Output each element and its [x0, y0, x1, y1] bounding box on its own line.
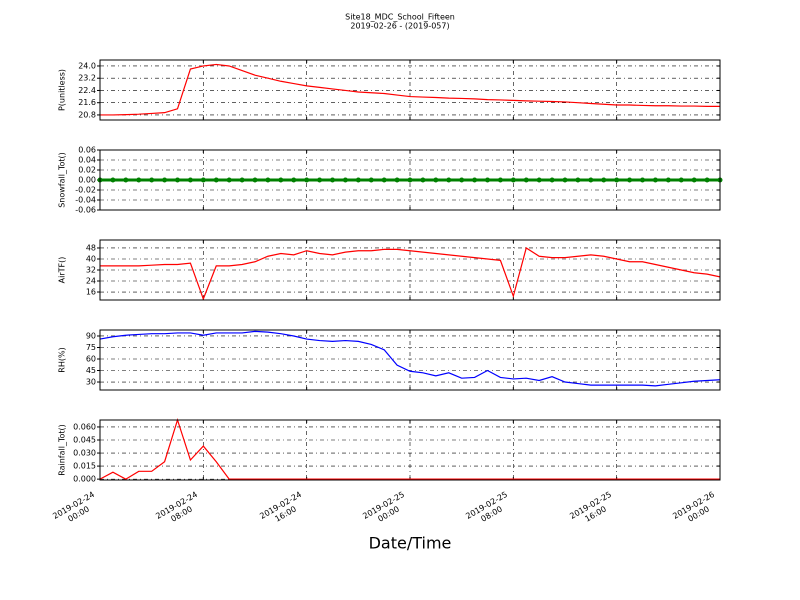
y-tick-label: 0.000 [73, 475, 96, 484]
data-point [640, 177, 645, 183]
data-point [536, 177, 542, 183]
data-point [665, 177, 671, 183]
data-point [601, 177, 607, 183]
plot-frame [99, 149, 721, 211]
y-axis-label: Rainfall_Tot() [58, 424, 67, 476]
data-point [317, 177, 323, 183]
data-line [100, 247, 721, 301]
data-point [407, 177, 413, 183]
data-point [433, 177, 439, 183]
y-axis-label: P(unitless) [58, 69, 67, 111]
data-point [162, 177, 168, 183]
plot-frame [99, 239, 721, 301]
data-line [99, 330, 721, 387]
data-point [136, 177, 142, 183]
y-tick-label: 30 [86, 378, 96, 387]
y-tick-label: 32 [86, 266, 96, 275]
y-tick-label: 75 [86, 343, 96, 352]
data-point [459, 177, 465, 183]
y-tick-label: 0.045 [73, 436, 96, 445]
plot-frame [99, 419, 721, 481]
y-tick-label: 0.060 [73, 422, 96, 431]
data-point [562, 177, 568, 183]
y-tick-label: 60 [86, 355, 96, 364]
data-point [549, 177, 555, 183]
data-point [704, 177, 710, 183]
y-tick-label: 16 [86, 288, 96, 297]
data-point [265, 177, 271, 183]
chart-title: Site18_MDC_School_Fifteen [345, 13, 455, 22]
y-tick-label: 0.015 [73, 462, 96, 471]
y-tick-label: 23.2 [78, 74, 96, 83]
data-point [627, 177, 633, 183]
y-tick-label: 0.030 [73, 449, 96, 458]
y-tick-label: 20.8 [78, 110, 96, 119]
x-axis-label: Date/Time [369, 534, 452, 553]
data-point [239, 177, 245, 183]
y-tick-label: -0.06 [75, 206, 96, 215]
data-point [110, 177, 116, 183]
data-point [497, 177, 503, 183]
y-tick-label: 24.0 [78, 61, 96, 70]
data-line [99, 418, 720, 480]
y-tick-label: 45 [86, 366, 96, 375]
data-point [588, 177, 594, 183]
data-point [446, 177, 452, 183]
data-point [614, 177, 620, 183]
data-point [355, 177, 361, 183]
plot-frame [99, 59, 721, 121]
y-tick-label: 22.4 [78, 86, 96, 95]
y-tick-label: 40 [86, 254, 96, 263]
y-axis-label: Snowfall_Tot() [58, 152, 67, 208]
data-point [575, 177, 581, 183]
data-point [226, 177, 232, 183]
y-tick-label: 0.02 [78, 166, 96, 175]
data-point [678, 177, 684, 183]
data-point [652, 177, 658, 183]
data-point [691, 177, 697, 183]
y-tick-label: 90 [86, 331, 96, 340]
plot-frame [99, 329, 721, 391]
data-point [368, 177, 374, 183]
y-tick-label: -0.02 [75, 186, 96, 195]
data-point [330, 177, 335, 183]
data-point [472, 177, 478, 183]
data-line [100, 63, 720, 116]
data-point [485, 177, 490, 183]
data-point [200, 177, 206, 183]
y-tick-label: 0.04 [78, 156, 96, 165]
data-point [175, 177, 180, 183]
data-point [394, 177, 400, 183]
chart-subtitle: 2019-02-26 - (2019-057) [350, 22, 449, 31]
data-point [342, 177, 348, 183]
y-tick-label: 48 [86, 243, 96, 252]
y-axis-label: RH(%) [58, 347, 67, 372]
y-tick-label: 24 [86, 277, 96, 286]
y-tick-label: 0.06 [78, 146, 96, 155]
data-point [420, 177, 426, 183]
data-point [381, 177, 387, 183]
data-point [149, 177, 155, 183]
data-point [278, 177, 284, 183]
y-tick-label: 21.6 [78, 98, 96, 107]
data-point [304, 177, 310, 183]
data-point [510, 177, 516, 183]
data-point [213, 177, 219, 183]
data-point [187, 177, 193, 183]
y-tick-label: 0.00 [78, 176, 96, 185]
data-point [252, 177, 258, 183]
y-tick-label: -0.04 [75, 196, 96, 205]
y-axis-label: AirTF() [58, 257, 67, 284]
data-point [291, 177, 297, 183]
data-point [123, 177, 129, 183]
data-point [523, 177, 529, 183]
